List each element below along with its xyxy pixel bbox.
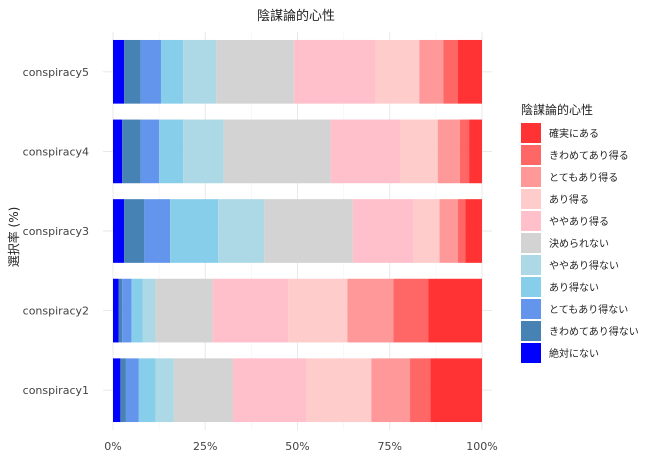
legend-swatch: [521, 321, 541, 341]
bar-segment: [131, 278, 143, 343]
legend-label: きわめてあり得ない: [549, 326, 639, 338]
category-label: conspiracy2: [23, 305, 89, 318]
legend-label: とてもあり得る: [549, 172, 618, 184]
bar-segment: [216, 39, 294, 104]
category-label: conspiracy5: [23, 66, 89, 79]
bar-segment: [465, 199, 482, 263]
bar-segment: [173, 358, 233, 423]
bar-segment: [223, 119, 331, 184]
bar-segment: [393, 278, 429, 343]
bar-segment: [439, 199, 459, 263]
category-label: conspiracy3: [23, 225, 89, 238]
legend-label: とてもあり得ない: [549, 304, 628, 316]
legend-swatch: [521, 123, 541, 143]
bar-segment: [113, 119, 123, 184]
legend-label: あり得る: [549, 194, 589, 206]
legend-swatch: [521, 299, 541, 319]
bar-segment: [232, 358, 307, 423]
x-tick-label: 25%: [193, 440, 217, 453]
bar-segment: [138, 358, 156, 423]
bar-segment: [183, 39, 217, 104]
legend-label: あり得ない: [549, 282, 599, 294]
legend-label: ややあり得る: [549, 216, 609, 228]
bars: [113, 39, 482, 423]
x-tick-label: 50%: [285, 440, 309, 453]
bar-segment: [183, 119, 224, 184]
bar-segment: [371, 358, 411, 423]
bar-segment: [458, 199, 466, 263]
legend-swatch: [521, 255, 541, 275]
bar-segment: [113, 278, 119, 343]
bar-segment: [330, 119, 401, 184]
bar-segment: [413, 199, 440, 263]
bar-segment: [144, 199, 171, 263]
bar-segment: [288, 278, 348, 343]
bar-segment: [264, 199, 353, 263]
bar-segment: [347, 278, 394, 343]
bar-segment: [428, 278, 482, 343]
legend-label: ややあり得ない: [549, 260, 619, 272]
bar-segment: [419, 39, 444, 104]
legend-label: 決められない: [549, 238, 609, 250]
bar-segment: [430, 358, 482, 423]
legend-swatch: [521, 277, 541, 297]
category-label: conspiracy4: [23, 145, 89, 158]
bar-segment: [212, 278, 289, 343]
bar-segment: [469, 119, 482, 184]
legend-label: 絶対にない: [549, 347, 599, 360]
legend-label: 確実にある: [549, 127, 599, 140]
legend-label: きわめてあり得る: [549, 150, 629, 162]
bar-segment: [122, 119, 141, 184]
bar-segment: [142, 278, 156, 343]
bar-segment: [124, 39, 141, 104]
bar-segment: [159, 119, 184, 184]
bar-segment: [120, 358, 126, 423]
bar-segment: [218, 199, 265, 263]
bar-segment: [410, 358, 431, 423]
bar-segment: [374, 39, 420, 104]
bar-segment: [124, 199, 145, 263]
x-tick-label: 0%: [104, 440, 121, 453]
bar-segment: [140, 39, 161, 104]
bar-segment: [293, 39, 375, 104]
legend-swatch: [521, 145, 541, 165]
x-tick-label: 100%: [466, 440, 497, 453]
bar-segment: [437, 119, 460, 184]
legend-swatch: [521, 343, 541, 363]
bar-segment: [113, 358, 121, 423]
bar-segment: [170, 199, 219, 263]
bar-segment: [118, 278, 123, 343]
bar-segment: [113, 39, 125, 104]
bar-segment: [113, 199, 125, 263]
bar-segment: [443, 39, 459, 104]
bar-segment: [140, 119, 160, 184]
bar-segment: [122, 278, 132, 343]
bar-segment: [155, 358, 174, 423]
legend-title: 陰謀論的心性: [521, 102, 593, 117]
x-tick-label: 75%: [378, 440, 402, 453]
x-tick-labels: 0% 25% 50% 75% 100%: [104, 440, 497, 453]
legend-swatch: [521, 233, 541, 253]
bar-segment: [125, 358, 139, 423]
bar-segment: [352, 199, 414, 263]
category-labels: conspiracy1 conspiracy2 conspiracy3 conspir…: [23, 66, 89, 397]
legend: 陰謀論的心性 確実にあるきわめてあり得るとてもあり得るあり得るややあり得る決めら…: [521, 102, 639, 363]
legend-swatch: [521, 211, 541, 231]
bar-segment: [459, 119, 470, 184]
bar-segment: [306, 358, 372, 423]
legend-swatch: [521, 189, 541, 209]
chart-title: 陰謀論的心性: [257, 8, 335, 24]
y-axis-label: 選択率 (%): [6, 207, 21, 268]
bar-segment: [458, 39, 482, 104]
bar-segment: [400, 119, 438, 184]
legend-swatch: [521, 167, 541, 187]
bar-segment: [160, 39, 184, 104]
bar-segment: [155, 278, 213, 343]
category-label: conspiracy1: [23, 384, 89, 397]
